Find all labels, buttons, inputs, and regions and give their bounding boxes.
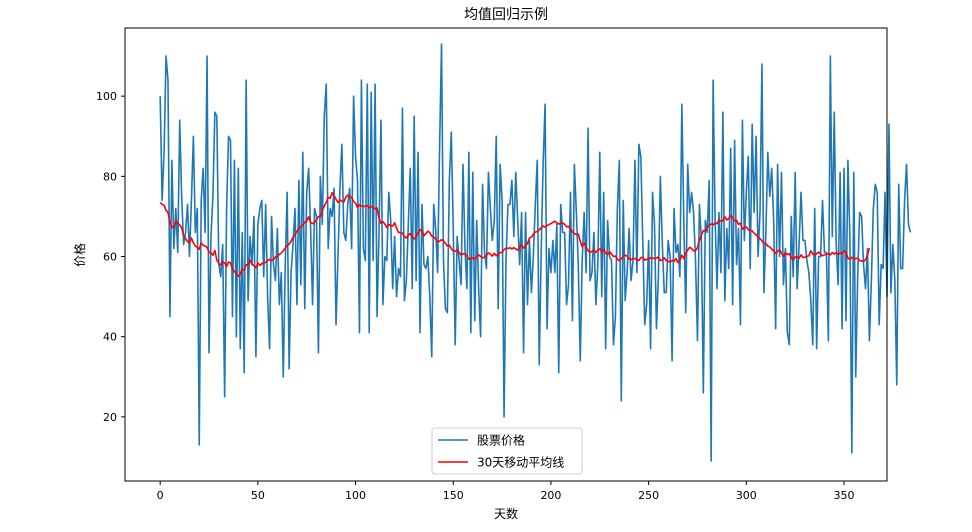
x-tick-label: 250 (638, 489, 659, 502)
legend-box (431, 427, 583, 475)
x-tick-label: 50 (251, 489, 265, 502)
y-tick-label: 60 (103, 251, 117, 264)
plot-frame (124, 27, 888, 482)
y-axis-label: 价格 (72, 243, 87, 267)
x-tick-label: 150 (443, 489, 464, 502)
series-line-stock-price (159, 43, 912, 462)
legend-label-stock-price: 股票价格 (477, 433, 525, 448)
y-axis: 20 40 60 80 100 (96, 90, 125, 424)
x-tick-label: 100 (345, 489, 366, 502)
y-tick-label: 40 (103, 331, 117, 344)
x-axis-label: 天数 (494, 506, 518, 521)
y-tick-label: 20 (103, 411, 117, 424)
x-tick-label: 300 (736, 489, 757, 502)
x-tick-label: 350 (834, 489, 855, 502)
y-tick-label: 80 (103, 170, 117, 183)
series-line-moving-average (159, 191, 871, 277)
legend: 股票价格 30天移动平均线 (431, 427, 583, 475)
chart-title: 均值回归示例 (464, 6, 548, 23)
x-tick-label: 200 (540, 489, 561, 502)
x-tick-label: 0 (157, 489, 164, 502)
x-axis: 0 50 100 150 200 250 300 350 (157, 481, 855, 502)
y-tick-label: 100 (96, 90, 117, 103)
legend-label-moving-average: 30天移动平均线 (477, 456, 564, 470)
plot-layer (159, 43, 912, 462)
